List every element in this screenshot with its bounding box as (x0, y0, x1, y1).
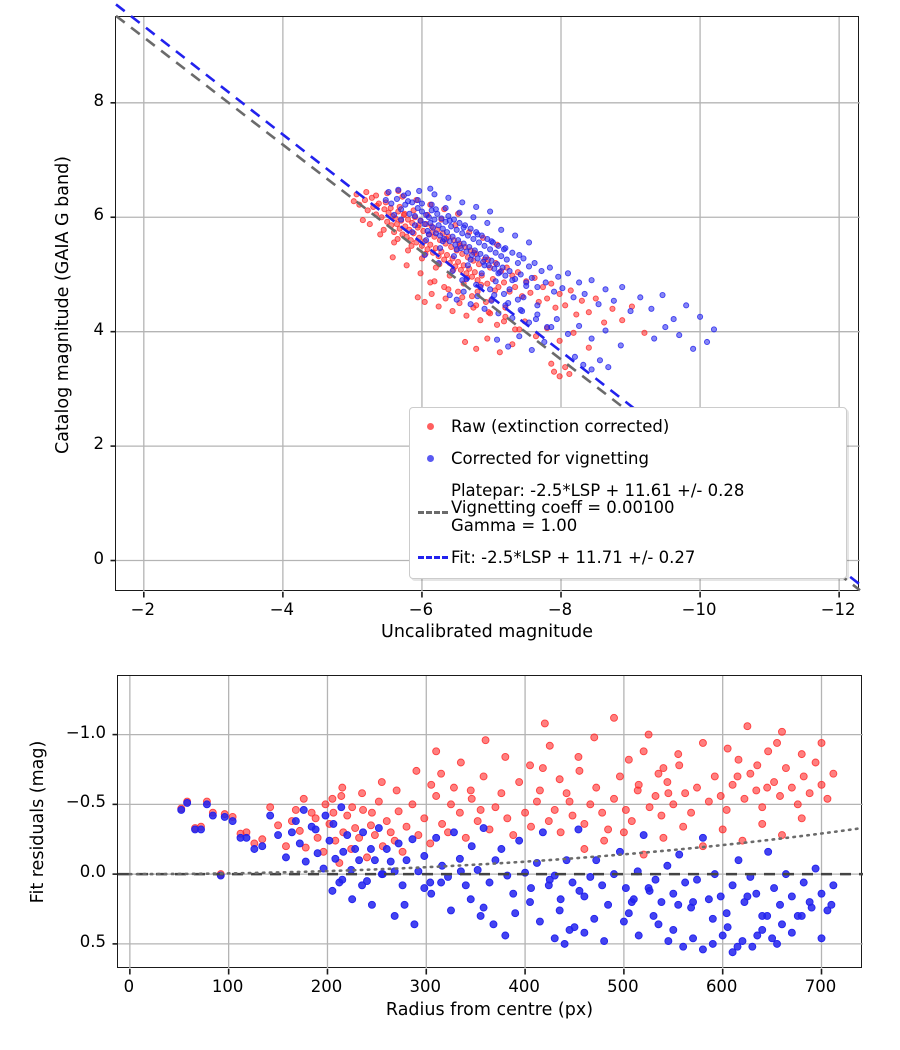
top-plot-y-tick-label: 0 (93, 548, 105, 568)
legend-entry-text: Corrected for vignetting (451, 449, 649, 468)
top-plot-x-tick-label: −8 (547, 600, 573, 619)
legend-entry-text: Raw (extinction corrected) (451, 417, 670, 436)
top-plot-y-tick-label: 4 (93, 319, 105, 339)
bottom-plot-x-tick-label: 400 (508, 977, 540, 996)
legend-entry-label: Platepar: -2.5*LSP + 11.61 +/- 0.28 Vign… (451, 481, 745, 535)
legend-marker-sample (427, 423, 434, 430)
fit-residuals-plot (112, 675, 863, 975)
legend-line-sample (418, 511, 448, 514)
legend-entry-label: Fit: -2.5*LSP + 11.71 +/- 0.27 (451, 548, 696, 567)
top-plot-x-tick-label: −12 (820, 600, 856, 619)
top-plot-x-axis-label: Uncalibrated magnitude (381, 622, 593, 642)
bottom-plot-x-tick-label: 200 (310, 977, 343, 996)
legend-entry-text: Platepar: -2.5*LSP + 11.61 +/- 0.28 Vign… (451, 481, 745, 535)
bottom-plot-x-tick-label: 300 (409, 977, 442, 996)
bottom-plot-drawing (112, 676, 863, 975)
legend-entry-label: Corrected for vignetting (451, 449, 649, 468)
top-plot-x-tick-label: −6 (408, 600, 434, 619)
bottom-plot-y-axis-label: Fit residuals (mag) (28, 740, 48, 904)
bottom-plot-x-tick-label: 600 (705, 977, 738, 996)
top-plot-y-tick-label: 8 (93, 90, 105, 110)
bottom-plot-x-tick-label: 500 (607, 977, 639, 996)
bottom-plot-x-tick-label: 0 (123, 977, 135, 996)
bottom-plot-x-axis-label: Radius from centre (px) (385, 1000, 594, 1020)
bottom-plot-y-tick-label: 0.0 (79, 862, 106, 882)
top-plot-y-tick-label: 2 (93, 434, 105, 454)
legend-marker-sample (427, 455, 434, 462)
bottom-plot-x-tick-label: 700 (804, 977, 837, 996)
top-plot-x-tick-label: −10 (681, 600, 717, 619)
top-plot-y-tick-label: 6 (93, 205, 105, 225)
bottom-plot-y-tick-label: −0.5 (65, 792, 106, 812)
bottom-plot-y-tick-label: 0.5 (79, 931, 106, 951)
top-plot-x-tick-label: −4 (269, 600, 295, 619)
bottom-plot-y-tick-label: −1.0 (65, 722, 106, 742)
bottom-plot-x-tick-label: 100 (211, 977, 244, 996)
legend-line-sample (418, 556, 448, 559)
top-plot-x-tick-label: −2 (130, 600, 155, 619)
legend-entry-label: Raw (extinction corrected) (451, 417, 670, 436)
top-plot-legend (409, 407, 847, 579)
legend-entry-text: Fit: -2.5*LSP + 11.71 +/- 0.27 (451, 548, 696, 567)
